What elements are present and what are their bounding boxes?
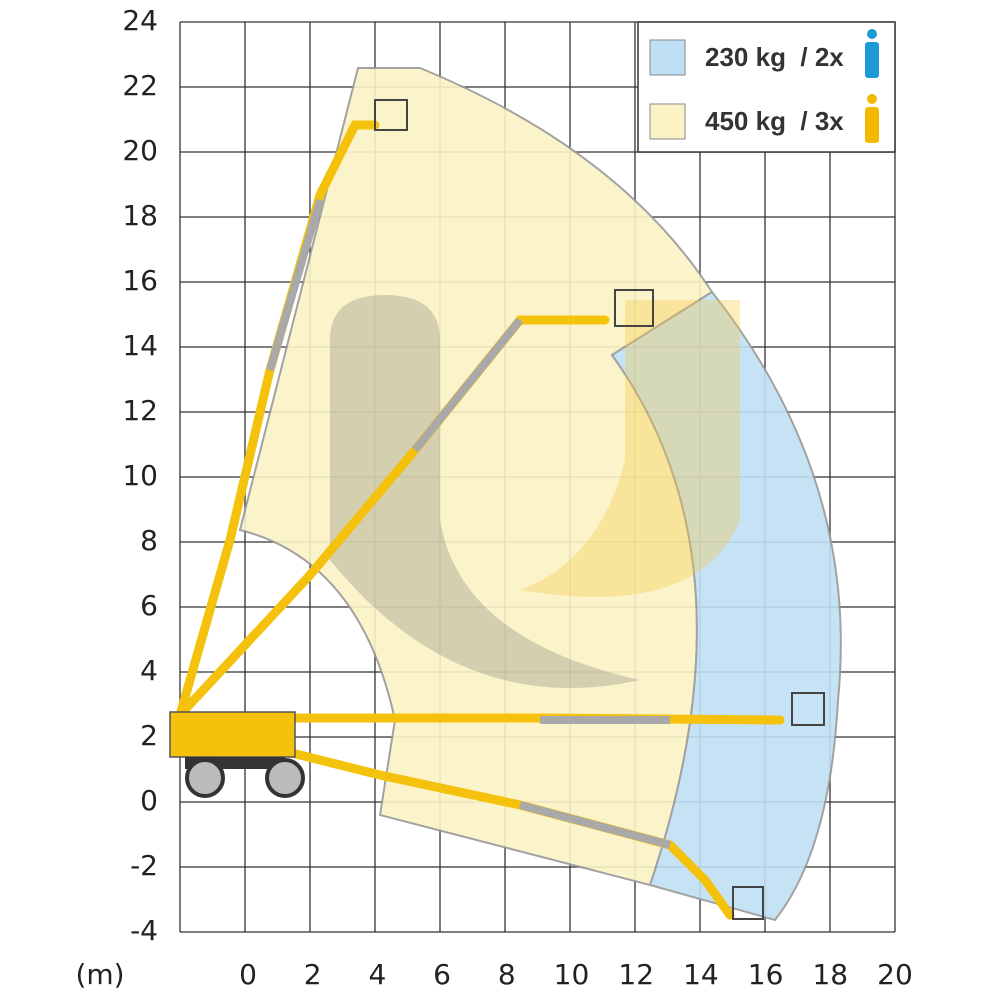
legend-label: 230 kg / 2x [705, 42, 844, 72]
y-tick-label: -4 [130, 914, 158, 947]
y-tick-label: 12 [122, 394, 158, 427]
zone-230kg [610, 290, 842, 922]
zones [238, 67, 842, 922]
x-tick-label: 20 [877, 958, 913, 991]
x-tick-label: 12 [618, 958, 654, 991]
y-tick-label: 22 [122, 69, 158, 102]
x-tick-label: 18 [812, 958, 848, 991]
x-tick-label: 14 [683, 958, 719, 991]
x-tick-label: 16 [748, 958, 784, 991]
x-tick-label: 8 [498, 958, 516, 991]
y-tick-label: 4 [140, 654, 158, 687]
y-tick-label: -2 [130, 849, 158, 882]
y-tick-label: 6 [140, 589, 158, 622]
y-tick-label: 18 [122, 199, 158, 232]
legend-label: 450 kg / 3x [705, 106, 844, 136]
unit-label: (m) [75, 958, 124, 991]
x-tick-label: 6 [433, 958, 451, 991]
y-tick-label: 16 [122, 264, 158, 297]
y-tick-label: 10 [122, 459, 158, 492]
x-tick-label: 4 [368, 958, 386, 991]
x-tick-label: 10 [554, 958, 590, 991]
y-tick-label: 20 [122, 134, 158, 167]
legend: 230 kg / 2x 450 kg / 3x [637, 21, 896, 153]
y-tick-label: 14 [122, 329, 158, 362]
y-tick-label: 2 [140, 719, 158, 752]
booms [169, 99, 825, 920]
y-tick-label: 24 [122, 4, 158, 37]
y-tick-label: 0 [140, 784, 158, 817]
x-tick-label: 2 [304, 958, 322, 991]
x-tick-label: 0 [239, 958, 257, 991]
y-tick-label: 8 [140, 524, 158, 557]
watermark [330, 295, 740, 688]
